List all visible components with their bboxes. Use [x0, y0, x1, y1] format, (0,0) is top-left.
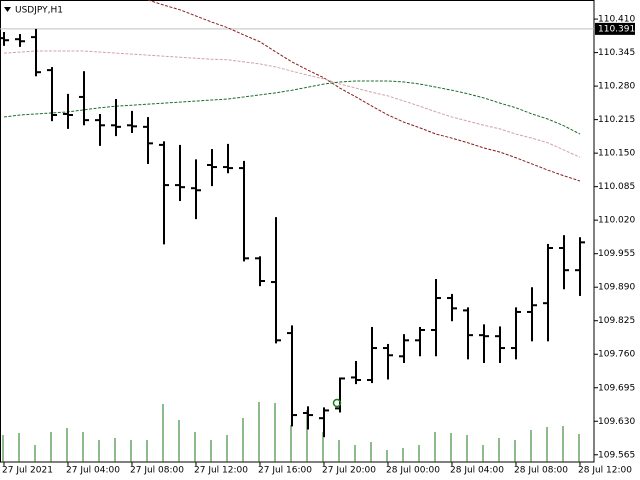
y-tick-label: 109.565	[598, 450, 635, 460]
ohlc-bar	[367, 326, 377, 384]
y-tick-label: 109.760	[598, 350, 635, 360]
ohlc-bar	[303, 406, 313, 430]
ohlc-bar	[271, 217, 281, 344]
trade-marker	[332, 398, 342, 408]
ohlc-bar	[383, 343, 393, 380]
ohlc-bar	[559, 235, 569, 290]
y-tick-label: 109.955	[598, 249, 635, 259]
ohlc-bar	[143, 117, 153, 164]
ohlc-bar	[207, 149, 217, 187]
x-tick-label: 27 Jul 2021	[2, 466, 53, 476]
ohlc-bar	[31, 28, 41, 77]
y-tick-label: 109.890	[598, 283, 635, 293]
y-tick-label: 110.150	[598, 149, 635, 159]
ohlc-bar	[447, 293, 457, 322]
last-price-label: 110.391	[598, 24, 635, 34]
y-tick-label: 110.215	[598, 115, 635, 125]
moving-average-line	[3, 50, 581, 158]
ohlc-bar	[79, 71, 89, 126]
y-tick-label: 110.410	[598, 15, 635, 25]
y-tick-label: 110.020	[598, 216, 635, 226]
ohlc-bar	[575, 237, 585, 296]
ohlc-bar	[431, 278, 441, 357]
x-tick-label: 27 Jul 16:00	[258, 466, 312, 476]
symbol-menu-arrow[interactable]	[4, 7, 11, 12]
ohlc-bar	[495, 326, 505, 363]
y-tick-label: 110.280	[598, 82, 635, 92]
plot-frame	[0, 0, 595, 463]
ohlc-bar	[351, 360, 361, 385]
ohlc-bar	[335, 377, 345, 413]
ohlc-bar	[95, 113, 105, 146]
ohlc-bar	[479, 324, 489, 363]
ohlc-bar	[15, 34, 25, 47]
ohlc-bar	[255, 256, 265, 287]
ohlc-bar	[47, 67, 57, 122]
ohlc-bar	[543, 243, 553, 342]
ohlc-bar	[527, 287, 537, 342]
x-tick-label: 27 Jul 12:00	[194, 466, 248, 476]
ohlc-bar	[287, 325, 297, 427]
ohlc-bar	[0, 32, 9, 46]
x-tick-label: 28 Jul 12:00	[578, 466, 632, 476]
y-tick-label: 110.085	[598, 182, 635, 192]
y-tick-label: 109.630	[598, 417, 635, 427]
ohlc-bar	[319, 407, 329, 438]
moving-average-line	[147, 0, 581, 182]
y-tick-label: 110.345	[598, 48, 635, 58]
moving-average-line	[3, 80, 581, 135]
ohlc-bar	[239, 160, 249, 262]
ohlc-bar	[63, 93, 73, 129]
ohlc-bar	[415, 326, 425, 357]
ohlc-bar	[127, 110, 137, 133]
ohlc-bar	[159, 141, 169, 245]
ohlc-bar	[223, 143, 233, 174]
y-tick-label: 109.695	[598, 383, 635, 393]
x-tick-label: 27 Jul 20:00	[322, 466, 376, 476]
chart-title: USDJPY,H1	[15, 6, 63, 16]
y-tick-label: 109.825	[598, 316, 635, 326]
x-tick-label: 28 Jul 08:00	[514, 466, 568, 476]
ohlc-bar	[511, 307, 521, 360]
x-tick-label: 27 Jul 04:00	[66, 466, 120, 476]
ohlc-bar	[463, 307, 473, 360]
x-tick-label: 28 Jul 00:00	[386, 466, 440, 476]
last-price-box	[595, 22, 635, 35]
ohlc-bar	[175, 144, 185, 202]
ohlc-bar	[399, 334, 409, 363]
ohlc-bar	[111, 99, 121, 137]
ohlc-bar	[191, 159, 201, 220]
x-tick-label: 28 Jul 04:00	[450, 466, 504, 476]
x-tick-label: 27 Jul 08:00	[130, 466, 184, 476]
